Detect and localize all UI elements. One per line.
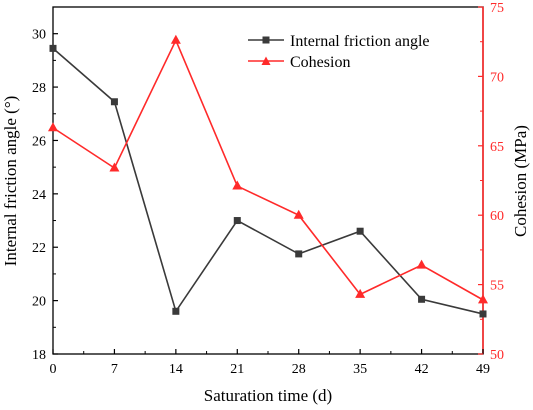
- right-y-tick-label: 50: [490, 348, 504, 363]
- cohesion-point: [109, 162, 120, 172]
- legend-marker-square-icon: [262, 36, 270, 44]
- x-tick-label: 0: [50, 362, 57, 377]
- friction-angle-line: [52, 47, 484, 315]
- x-axis-ticks: 0 7 14 21 28 35 42 49: [50, 349, 490, 377]
- legend: Internal friction angle Cohesion: [248, 33, 430, 71]
- left-y-tick-label: 30: [32, 28, 46, 43]
- left-y-tick-label: 24: [32, 188, 46, 203]
- friction-angle-point: [418, 295, 426, 303]
- friction-angle-point: [479, 310, 487, 318]
- friction-angle-point: [233, 217, 241, 225]
- x-tick-label: 7: [111, 362, 118, 377]
- left-y-tick-label: 28: [32, 81, 46, 96]
- legend-label-friction: Internal friction angle: [290, 33, 430, 50]
- right-y-tick-label: 75: [490, 1, 504, 16]
- right-y-tick-label: 55: [490, 279, 504, 294]
- x-tick-label: 49: [476, 362, 490, 377]
- left-y-tick-label: 18: [32, 348, 46, 363]
- friction-angle-point: [295, 250, 303, 258]
- friction-angle-point: [49, 44, 57, 52]
- cohesion-point: [293, 209, 304, 219]
- x-tick-label: 28: [292, 362, 306, 377]
- friction-angle-point: [172, 307, 180, 315]
- legend-label-cohesion: Cohesion: [290, 54, 350, 71]
- cohesion-point: [170, 34, 181, 44]
- friction-angle-point: [110, 98, 118, 106]
- x-axis-label: Saturation time (d): [204, 386, 332, 405]
- left-y-tick-label: 22: [32, 241, 46, 256]
- right-y-tick-label: 60: [490, 209, 504, 224]
- cohesion-line: [52, 38, 484, 301]
- series-layer: [48, 34, 488, 318]
- legend-marker-triangle-icon: [261, 56, 271, 65]
- x-tick-label: 21: [230, 362, 244, 377]
- left-y-axis-label: Internal friction angle (°): [1, 96, 20, 267]
- right-y-tick-label: 70: [490, 70, 504, 85]
- left-y-tick-label: 26: [32, 134, 46, 149]
- cohesion-point: [355, 288, 366, 298]
- cohesion-point: [478, 294, 488, 304]
- x-tick-label: 42: [415, 362, 429, 377]
- right-y-axis-label: Cohesion (MPa): [511, 125, 530, 237]
- cohesion-point: [48, 122, 58, 132]
- x-tick-label: 35: [353, 362, 367, 377]
- cohesion-point: [416, 259, 427, 269]
- right-y-tick-label: 65: [490, 140, 504, 155]
- right-y-axis-ticks: 50 55 60 65 70 75: [478, 1, 504, 363]
- cohesion-point: [232, 180, 243, 190]
- friction-angle-point: [356, 227, 364, 235]
- left-y-tick-label: 20: [32, 295, 46, 310]
- left-y-axis-ticks: 18 20 22 24 26 28 30: [32, 6, 58, 363]
- x-tick-label: 14: [169, 362, 183, 377]
